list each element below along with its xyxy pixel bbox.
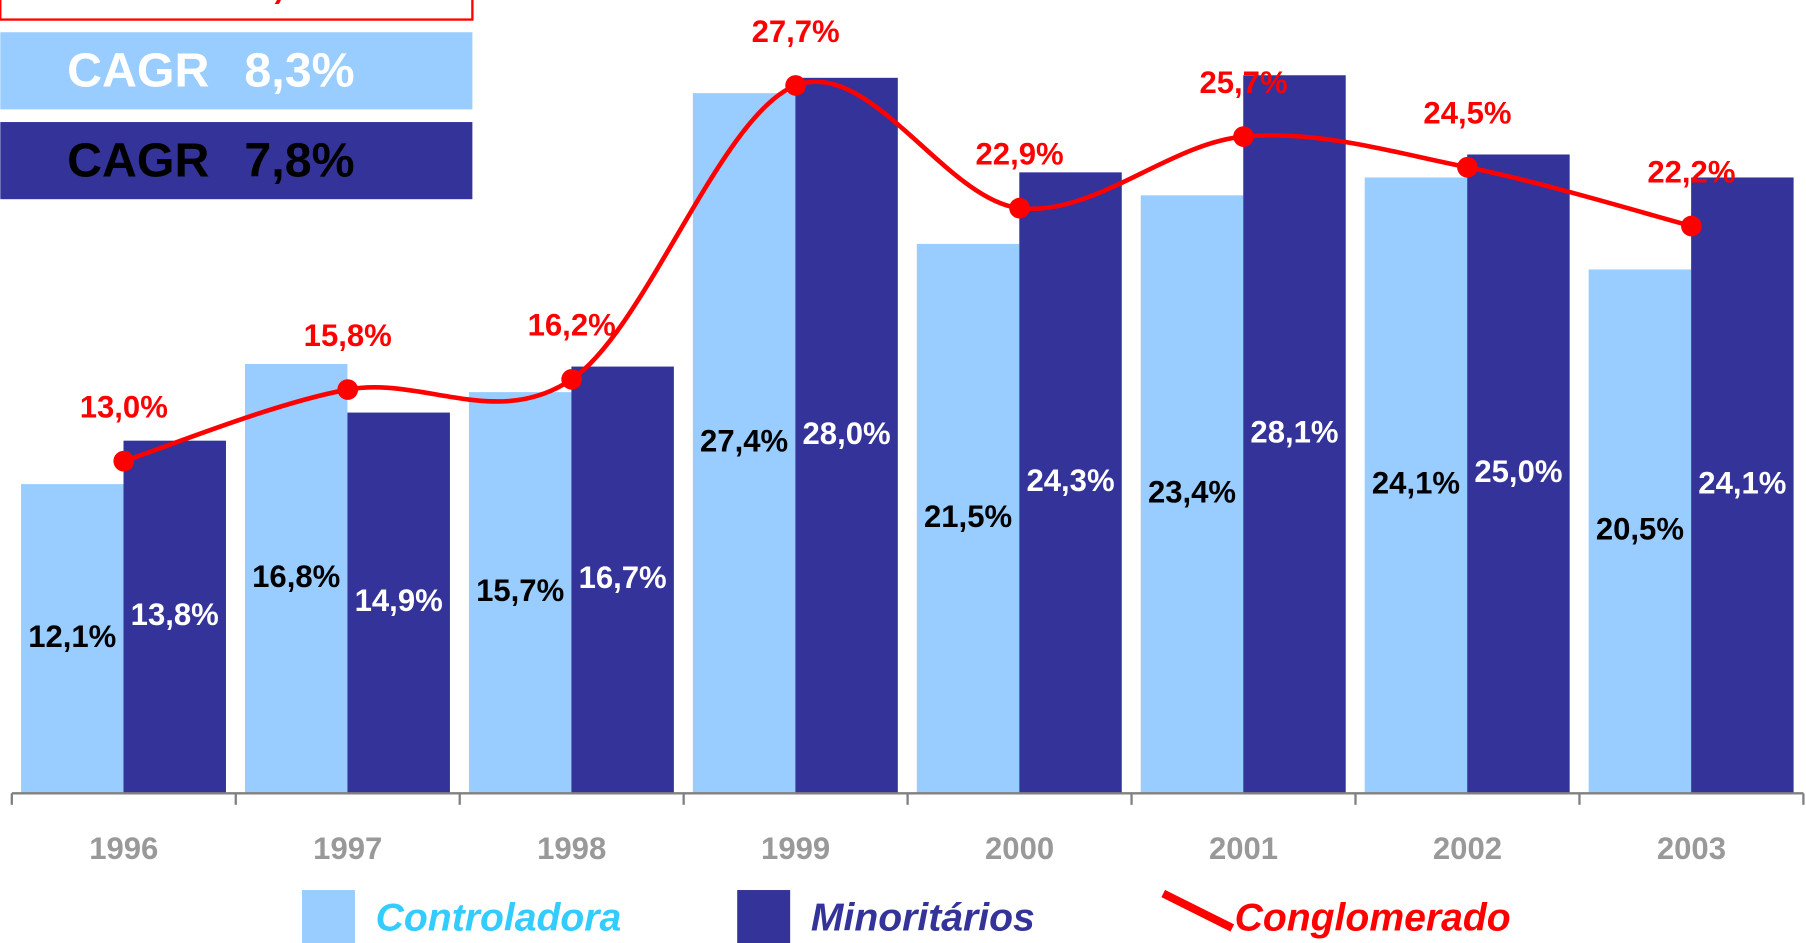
cagr-value: 7,9% [244,0,354,8]
bar [1140,195,1244,794]
line-point [1233,126,1254,147]
bar [1691,177,1794,794]
line-value-label: 22,9% [976,137,1064,172]
bar [1243,75,1346,794]
line-point [785,75,806,96]
line-value-label: 15,8% [304,318,392,353]
legend-label: Minoritários [811,896,1035,939]
bar-value-label: 12,1% [28,619,116,654]
cagr-box [0,32,473,110]
bar-value-label: 24,1% [1698,466,1786,501]
bar [571,366,674,794]
cagr-value: 8,3% [244,43,354,97]
bar [1019,172,1122,794]
line-value-label: 27,7% [752,14,840,49]
bar [1364,177,1468,794]
x-tick-label: 1998 [537,831,606,866]
bar [916,243,1020,794]
cagr-value: 7,8% [244,133,354,187]
bar-value-label: 14,9% [355,583,443,618]
bar [692,93,796,794]
bar-value-label: 23,4% [1148,475,1236,510]
x-tick-label: 1996 [89,831,158,866]
x-tick-label: 2000 [985,831,1054,866]
bar-value-label: 27,4% [700,423,788,458]
line-point [1681,215,1702,237]
line-point [337,379,359,400]
x-tick-label: 2001 [1209,831,1278,866]
x-tick-label: 2002 [1433,831,1502,866]
cagr-label: CAGR [67,43,209,97]
bar-value-label: 25,0% [1474,454,1562,489]
line-value-label: 25,7% [1199,65,1287,100]
line-point [1009,197,1030,219]
bar-value-label: 15,7% [476,573,564,608]
bar [244,364,348,794]
cagr-label: CAGR [67,133,209,187]
bar [21,484,124,794]
bar-value-label: 24,1% [1372,466,1460,501]
bar-value-label: 28,0% [803,416,891,451]
line-value-label: 24,5% [1423,96,1511,131]
line-point [561,368,583,390]
legend-swatch [737,890,791,943]
x-tick-label: 1999 [761,831,830,866]
bar-value-label: 28,1% [1250,414,1338,449]
bar-value-label: 13,8% [131,597,219,632]
cagr-box [0,0,474,21]
legend-swatch [301,890,355,943]
legend-label: Controladora [376,896,622,939]
line-value-label: 22,2% [1647,154,1735,189]
legend-label: Conglomerado [1235,896,1511,939]
bar [347,412,450,794]
bar-value-label: 16,7% [579,560,667,595]
legend-swatch [1161,889,1235,932]
line-point [1457,156,1478,178]
line-point [113,450,135,472]
line-value-label: 13,0% [80,390,168,425]
bar-value-label: 21,5% [924,499,1012,534]
bar-value-label: 20,5% [1596,512,1684,547]
bar [795,77,898,794]
bar [1467,154,1570,794]
x-tick-label: 2003 [1657,831,1726,866]
line-value-label: 16,2% [528,308,616,343]
bar-value-label: 24,3% [1026,463,1114,498]
bar [1588,269,1692,794]
x-tick-label: 1997 [313,831,382,866]
cagr-box [0,122,473,200]
cagr-label: CAGR [67,0,209,8]
bar [468,392,572,794]
bar-value-label: 16,8% [252,559,340,594]
line [123,79,1693,464]
bar [123,440,226,794]
